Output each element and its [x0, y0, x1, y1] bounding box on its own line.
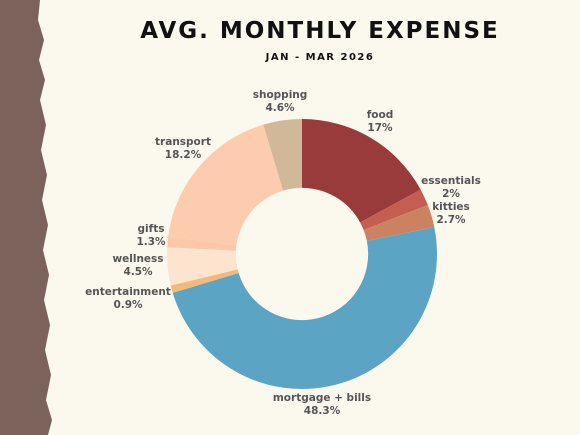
- label-transport: transport: [155, 136, 211, 148]
- value-label-gifts: 1.3%: [136, 236, 166, 248]
- slice-essentials: [360, 189, 428, 231]
- value-label-essentials: 2%: [442, 188, 460, 200]
- value-label-food: 17%: [367, 122, 393, 134]
- slice-shopping: [263, 119, 302, 191]
- chart-subtitle: JAN - MAR 2026: [265, 52, 375, 63]
- label-wellness: wellness: [112, 253, 163, 265]
- slice-transport: [168, 124, 284, 246]
- label-entertainment: entertainment: [85, 286, 171, 298]
- label-food: food: [367, 109, 394, 121]
- slice-entertainment: [170, 269, 239, 293]
- slice-gifts: [167, 236, 237, 251]
- label-gifts: gifts: [138, 223, 165, 235]
- slice-mortgage-bills: [172, 227, 438, 390]
- value-label-mortgage-bills: 48.3%: [304, 405, 341, 417]
- label-shopping: shopping: [253, 89, 308, 101]
- slice-wellness: [167, 247, 238, 286]
- value-label-entertainment: 0.9%: [113, 299, 143, 311]
- chart-title: AVG. MONTHLY EXPENSE: [140, 18, 500, 44]
- value-label-shopping: 4.6%: [265, 102, 295, 114]
- label-essentials: essentials: [421, 175, 481, 187]
- value-label-wellness: 4.5%: [123, 266, 153, 278]
- value-label-transport: 18.2%: [165, 149, 202, 161]
- value-label-kitties: 2.7%: [436, 214, 466, 226]
- slice-food: [302, 119, 421, 223]
- torn-paper-edge: [0, 0, 52, 435]
- slice-kitties: [363, 205, 435, 241]
- label-mortgage-bills: mortgage + bills: [273, 392, 371, 404]
- label-kitties: kitties: [432, 201, 470, 213]
